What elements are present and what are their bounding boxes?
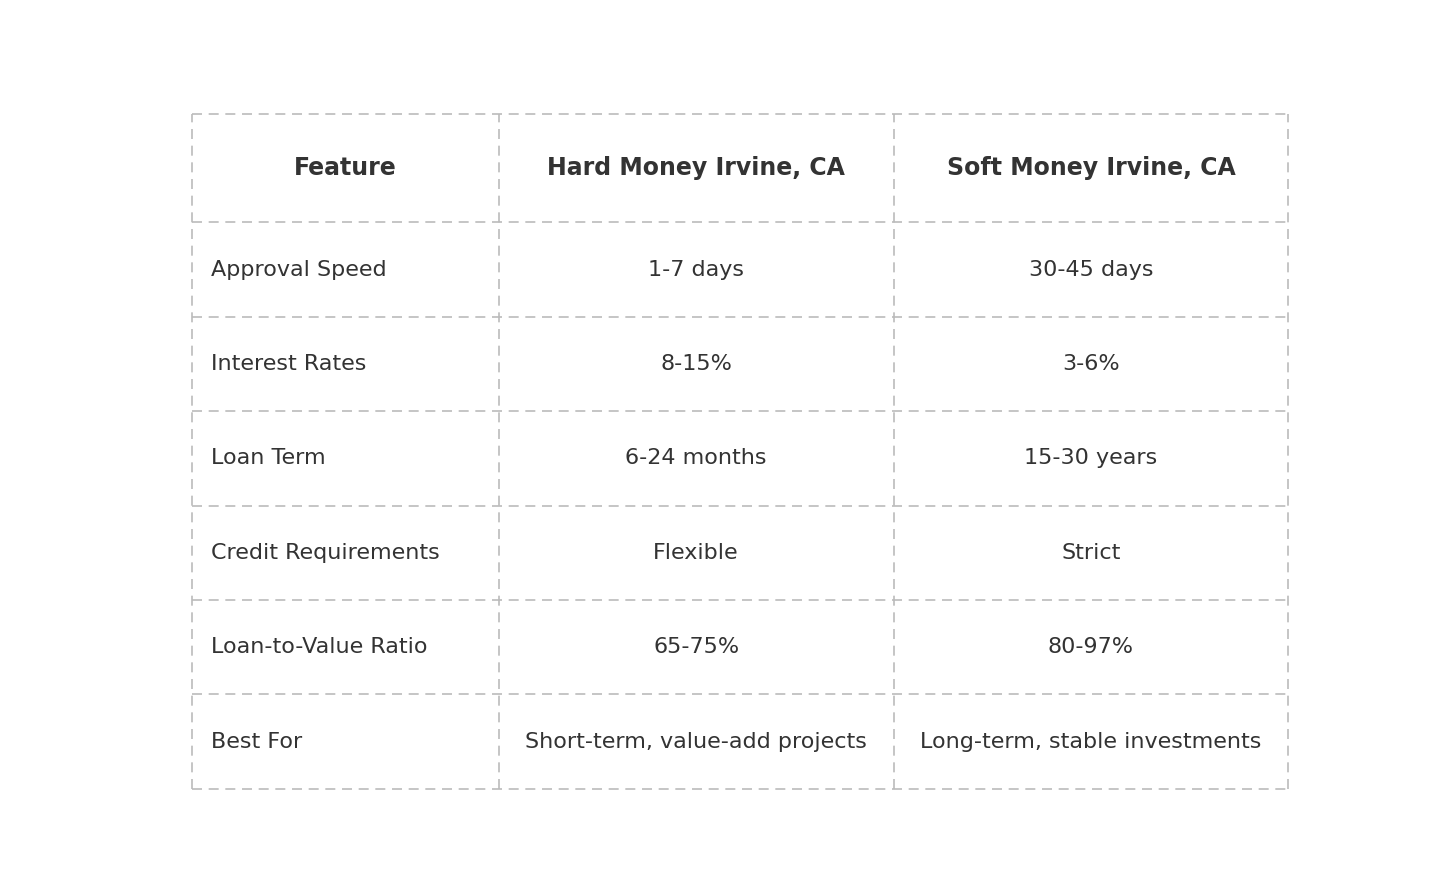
Text: Loan-to-Value Ratio: Loan-to-Value Ratio — [211, 637, 427, 657]
Text: Soft Money Irvine, CA: Soft Money Irvine, CA — [947, 156, 1236, 181]
Text: Flexible: Flexible — [653, 543, 739, 563]
Text: 1-7 days: 1-7 days — [648, 259, 744, 280]
Text: Hard Money Irvine, CA: Hard Money Irvine, CA — [547, 156, 845, 181]
Text: 30-45 days: 30-45 days — [1028, 259, 1154, 280]
Text: 6-24 months: 6-24 months — [625, 449, 767, 468]
Text: 3-6%: 3-6% — [1063, 354, 1119, 374]
Text: 8-15%: 8-15% — [660, 354, 732, 374]
Text: Credit Requirements: Credit Requirements — [211, 543, 440, 563]
Text: Approval Speed: Approval Speed — [211, 259, 387, 280]
Text: Strict: Strict — [1061, 543, 1121, 563]
Text: Interest Rates: Interest Rates — [211, 354, 367, 374]
Text: Feature: Feature — [295, 156, 397, 181]
Text: 80-97%: 80-97% — [1048, 637, 1134, 657]
Text: 15-30 years: 15-30 years — [1024, 449, 1158, 468]
Text: Long-term, stable investments: Long-term, stable investments — [920, 731, 1262, 752]
Text: 65-75%: 65-75% — [653, 637, 739, 657]
Text: Best For: Best For — [211, 731, 303, 752]
Text: Loan Term: Loan Term — [211, 449, 326, 468]
Text: Short-term, value-add projects: Short-term, value-add projects — [526, 731, 866, 752]
